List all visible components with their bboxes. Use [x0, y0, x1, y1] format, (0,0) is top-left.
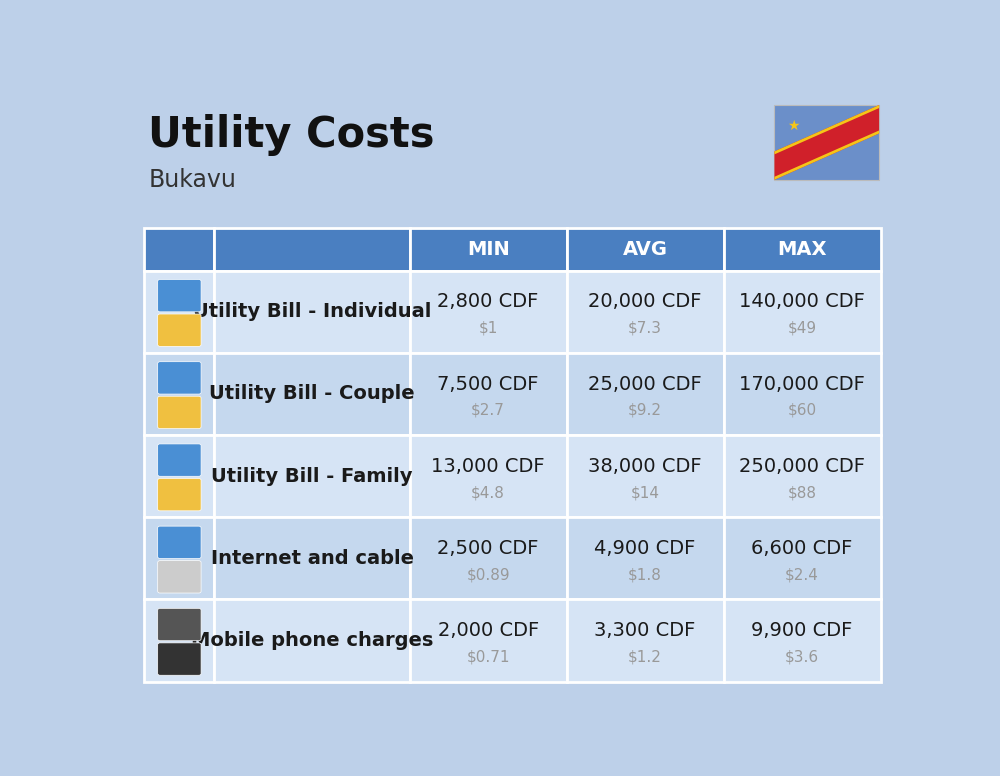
Text: 13,000 CDF: 13,000 CDF [431, 457, 545, 476]
FancyBboxPatch shape [214, 599, 410, 681]
Text: 9,900 CDF: 9,900 CDF [751, 622, 853, 640]
Text: Utility Bill - Couple: Utility Bill - Couple [209, 384, 415, 404]
FancyBboxPatch shape [158, 279, 201, 312]
FancyBboxPatch shape [144, 353, 214, 435]
Text: MIN: MIN [467, 240, 510, 258]
Text: 20,000 CDF: 20,000 CDF [588, 293, 702, 311]
Text: 25,000 CDF: 25,000 CDF [588, 375, 702, 393]
Text: $3.6: $3.6 [785, 650, 819, 664]
FancyBboxPatch shape [214, 353, 410, 435]
Text: 170,000 CDF: 170,000 CDF [739, 375, 865, 393]
FancyBboxPatch shape [410, 271, 567, 353]
FancyBboxPatch shape [567, 599, 724, 681]
Text: 38,000 CDF: 38,000 CDF [588, 457, 702, 476]
FancyBboxPatch shape [158, 397, 201, 428]
Text: 7,500 CDF: 7,500 CDF [437, 375, 539, 393]
FancyBboxPatch shape [158, 314, 201, 346]
FancyBboxPatch shape [567, 271, 724, 353]
FancyBboxPatch shape [144, 271, 214, 353]
Text: $4.8: $4.8 [471, 485, 505, 500]
FancyBboxPatch shape [724, 518, 881, 599]
FancyBboxPatch shape [567, 518, 724, 599]
FancyBboxPatch shape [144, 599, 214, 681]
Text: $88: $88 [788, 485, 817, 500]
FancyBboxPatch shape [410, 227, 567, 271]
FancyBboxPatch shape [567, 353, 724, 435]
Text: Utility Bill - Family: Utility Bill - Family [211, 466, 413, 486]
Text: $1.8: $1.8 [628, 567, 662, 582]
FancyBboxPatch shape [158, 362, 201, 394]
Text: $1: $1 [478, 320, 498, 336]
FancyBboxPatch shape [567, 435, 724, 518]
Polygon shape [774, 105, 879, 154]
Text: 2,000 CDF: 2,000 CDF [438, 622, 539, 640]
Text: 140,000 CDF: 140,000 CDF [739, 293, 865, 311]
FancyBboxPatch shape [144, 227, 214, 271]
FancyBboxPatch shape [724, 271, 881, 353]
Polygon shape [774, 105, 879, 180]
FancyBboxPatch shape [724, 227, 881, 271]
Text: $0.71: $0.71 [466, 650, 510, 664]
Text: 2,800 CDF: 2,800 CDF [437, 293, 539, 311]
Text: 4,900 CDF: 4,900 CDF [594, 539, 696, 558]
FancyBboxPatch shape [158, 479, 201, 511]
Text: MAX: MAX [777, 240, 827, 258]
FancyBboxPatch shape [144, 518, 214, 599]
FancyBboxPatch shape [214, 271, 410, 353]
Text: $7.3: $7.3 [628, 320, 662, 336]
FancyBboxPatch shape [410, 518, 567, 599]
FancyBboxPatch shape [144, 435, 214, 518]
FancyBboxPatch shape [724, 599, 881, 681]
Text: Mobile phone charges: Mobile phone charges [191, 631, 433, 650]
Text: $49: $49 [788, 320, 817, 336]
Text: $14: $14 [631, 485, 660, 500]
Text: 2,500 CDF: 2,500 CDF [437, 539, 539, 558]
Text: $60: $60 [788, 403, 817, 417]
Text: $0.89: $0.89 [466, 567, 510, 582]
FancyBboxPatch shape [214, 518, 410, 599]
Text: $2.4: $2.4 [785, 567, 819, 582]
FancyBboxPatch shape [774, 105, 879, 180]
FancyBboxPatch shape [158, 643, 201, 675]
Text: Internet and cable: Internet and cable [211, 549, 414, 568]
Text: 3,300 CDF: 3,300 CDF [594, 622, 696, 640]
Text: AVG: AVG [623, 240, 668, 258]
FancyBboxPatch shape [410, 599, 567, 681]
FancyBboxPatch shape [724, 435, 881, 518]
FancyBboxPatch shape [158, 526, 201, 559]
Text: Bukavu: Bukavu [148, 168, 236, 192]
Text: $9.2: $9.2 [628, 403, 662, 417]
Polygon shape [774, 130, 879, 180]
FancyBboxPatch shape [214, 227, 410, 271]
Text: Utility Costs: Utility Costs [148, 114, 435, 156]
FancyBboxPatch shape [158, 561, 201, 593]
FancyBboxPatch shape [410, 353, 567, 435]
FancyBboxPatch shape [158, 444, 201, 476]
FancyBboxPatch shape [158, 608, 201, 641]
FancyBboxPatch shape [214, 435, 410, 518]
Text: 6,600 CDF: 6,600 CDF [751, 539, 853, 558]
FancyBboxPatch shape [567, 227, 724, 271]
Text: Utility Bill - Individual: Utility Bill - Individual [193, 302, 431, 321]
Text: $2.7: $2.7 [471, 403, 505, 417]
Text: $1.2: $1.2 [628, 650, 662, 664]
FancyBboxPatch shape [724, 353, 881, 435]
FancyBboxPatch shape [410, 435, 567, 518]
Text: 250,000 CDF: 250,000 CDF [739, 457, 865, 476]
Text: ★: ★ [787, 119, 800, 133]
